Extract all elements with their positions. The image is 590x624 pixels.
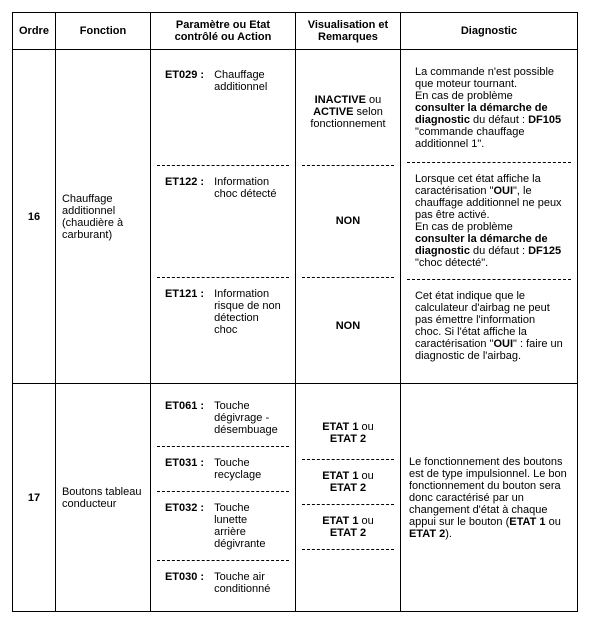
diag-bold: ETAT 1 [509, 516, 545, 528]
diag-bold: OUI [493, 338, 513, 350]
visu-value: ETAT 2 [330, 527, 366, 539]
visu-value: NON [336, 215, 360, 227]
visu-value: ETAT 1 [322, 421, 358, 433]
visu-text: ou [358, 470, 373, 482]
param-text: Touche lunette arrière dégivrante [214, 502, 281, 550]
col-fonction: Fonction [55, 13, 150, 50]
diag-code: DF125 [528, 245, 561, 257]
header-row: Ordre Fonction Paramètre ou Etat contrôl… [13, 13, 578, 50]
visu-text: ou [358, 515, 373, 527]
visu-value: ETAT 1 [322, 470, 358, 482]
diag-text: La commande n'est possible que moteur to… [415, 66, 554, 90]
param-code: ET030 : [165, 571, 204, 595]
diag-text: En cas de problème [415, 221, 513, 233]
param-text: Touche dégivrage - désembuage [214, 400, 281, 436]
param-17: ET061 : Touche dégivrage - désembuage ET… [150, 384, 295, 612]
visu-value: NON [336, 320, 360, 332]
diag-text: du défaut : [470, 114, 528, 126]
col-visu: Visualisation et Remarques [295, 13, 400, 50]
diag-16: La commande n'est possible que moteur to… [400, 50, 577, 384]
table-row: 16 Chauffage additionnel (chaudière à ca… [13, 50, 578, 384]
visu-value: ETAT 2 [330, 433, 366, 445]
diag-text: du défaut : [470, 245, 528, 257]
fonction-17: Boutons tableau conducteur [55, 384, 150, 612]
ordre-16: 16 [13, 50, 56, 384]
diag-bold: ETAT 2 [409, 528, 445, 540]
visu-value: ETAT 1 [322, 515, 358, 527]
param-text: Chauffage additionnel [214, 69, 281, 93]
col-diag: Diagnostic [400, 13, 577, 50]
param-code: ET121 : [165, 288, 204, 336]
visu-17: ETAT 1 ou ETAT 2 ETAT 1 ou ETAT 2 ETAT 1… [295, 384, 400, 612]
diag-text: ). [445, 528, 452, 540]
table-row: 17 Boutons tableau conducteur ET061 : To… [13, 384, 578, 612]
param-text: Touche recyclage [214, 457, 281, 481]
diag-17: Le fonctionnement des boutons est de typ… [400, 384, 577, 612]
visu-16: INACTIVE ou ACTIVE selon fonctionnement … [295, 50, 400, 384]
diag-code: DF105 [528, 114, 561, 126]
param-code: ET029 : [165, 69, 204, 93]
col-param: Paramètre ou Etat contrôlé ou Action [150, 13, 295, 50]
diag-text: ou [546, 516, 561, 528]
visu-text: ou [358, 421, 373, 433]
fonction-16: Chauffage additionnel (chaudière à carbu… [55, 50, 150, 384]
diag-text: "commande chauffage additionnel 1". [415, 126, 525, 150]
diagnostic-table: Ordre Fonction Paramètre ou Etat contrôl… [12, 12, 578, 612]
visu-text: ou [366, 94, 381, 106]
param-code: ET061 : [165, 400, 204, 436]
param-text: Information choc détecté [214, 176, 281, 200]
param-text: Touche air conditionné [214, 571, 281, 595]
visu-value: INACTIVE [315, 94, 366, 106]
col-ordre: Ordre [13, 13, 56, 50]
param-text: Information risque de non détection choc [214, 288, 281, 336]
ordre-17: 17 [13, 384, 56, 612]
diag-bold: OUI [493, 185, 513, 197]
param-16: ET029 : Chauffage additionnel ET122 : In… [150, 50, 295, 384]
param-code: ET031 : [165, 457, 204, 481]
param-code: ET032 : [165, 502, 204, 550]
param-code: ET122 : [165, 176, 204, 200]
visu-value: ETAT 2 [330, 482, 366, 494]
diag-text: En cas de problème [415, 90, 513, 102]
diag-text: "choc détecté". [415, 257, 488, 269]
visu-value: ACTIVE [313, 106, 353, 118]
